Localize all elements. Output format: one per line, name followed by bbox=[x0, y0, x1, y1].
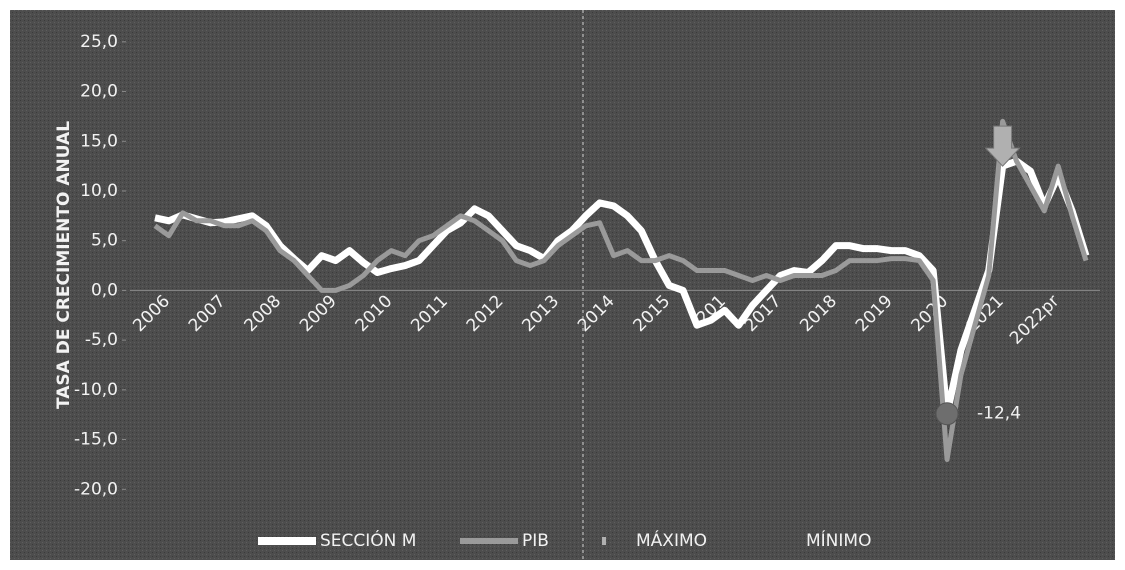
y-tick-label: 15,0 bbox=[80, 131, 118, 151]
max-marker bbox=[984, 125, 1021, 167]
data-label: -12,4 bbox=[977, 404, 1021, 424]
min-marker bbox=[935, 402, 959, 426]
y-tick-label: -10,0 bbox=[74, 380, 118, 400]
y-tick-label: -20,0 bbox=[74, 479, 118, 499]
y-tick-label: 25,0 bbox=[80, 32, 118, 52]
legend-label: MÍNIMO bbox=[806, 529, 871, 551]
plot-background bbox=[10, 10, 1115, 560]
y-tick-label: -15,0 bbox=[74, 430, 118, 450]
y-axis-title: TASA DE CRECIMIENTO ANUAL bbox=[54, 121, 74, 409]
y-tick-label: 5,0 bbox=[91, 231, 118, 251]
y-tick-label: -5,0 bbox=[85, 330, 118, 350]
y-tick-label: 10,0 bbox=[80, 181, 118, 201]
legend-label: PIB bbox=[522, 531, 549, 551]
legend-label: SECCIÓN M bbox=[320, 529, 416, 551]
y-tick-label: 20,0 bbox=[80, 82, 118, 102]
legend-label: MÁXIMO bbox=[636, 529, 707, 551]
y-tick-label: 0,0 bbox=[91, 280, 118, 300]
legend-swatch bbox=[602, 537, 606, 545]
series-line bbox=[154, 157, 1090, 418]
series-line bbox=[153, 118, 1089, 462]
